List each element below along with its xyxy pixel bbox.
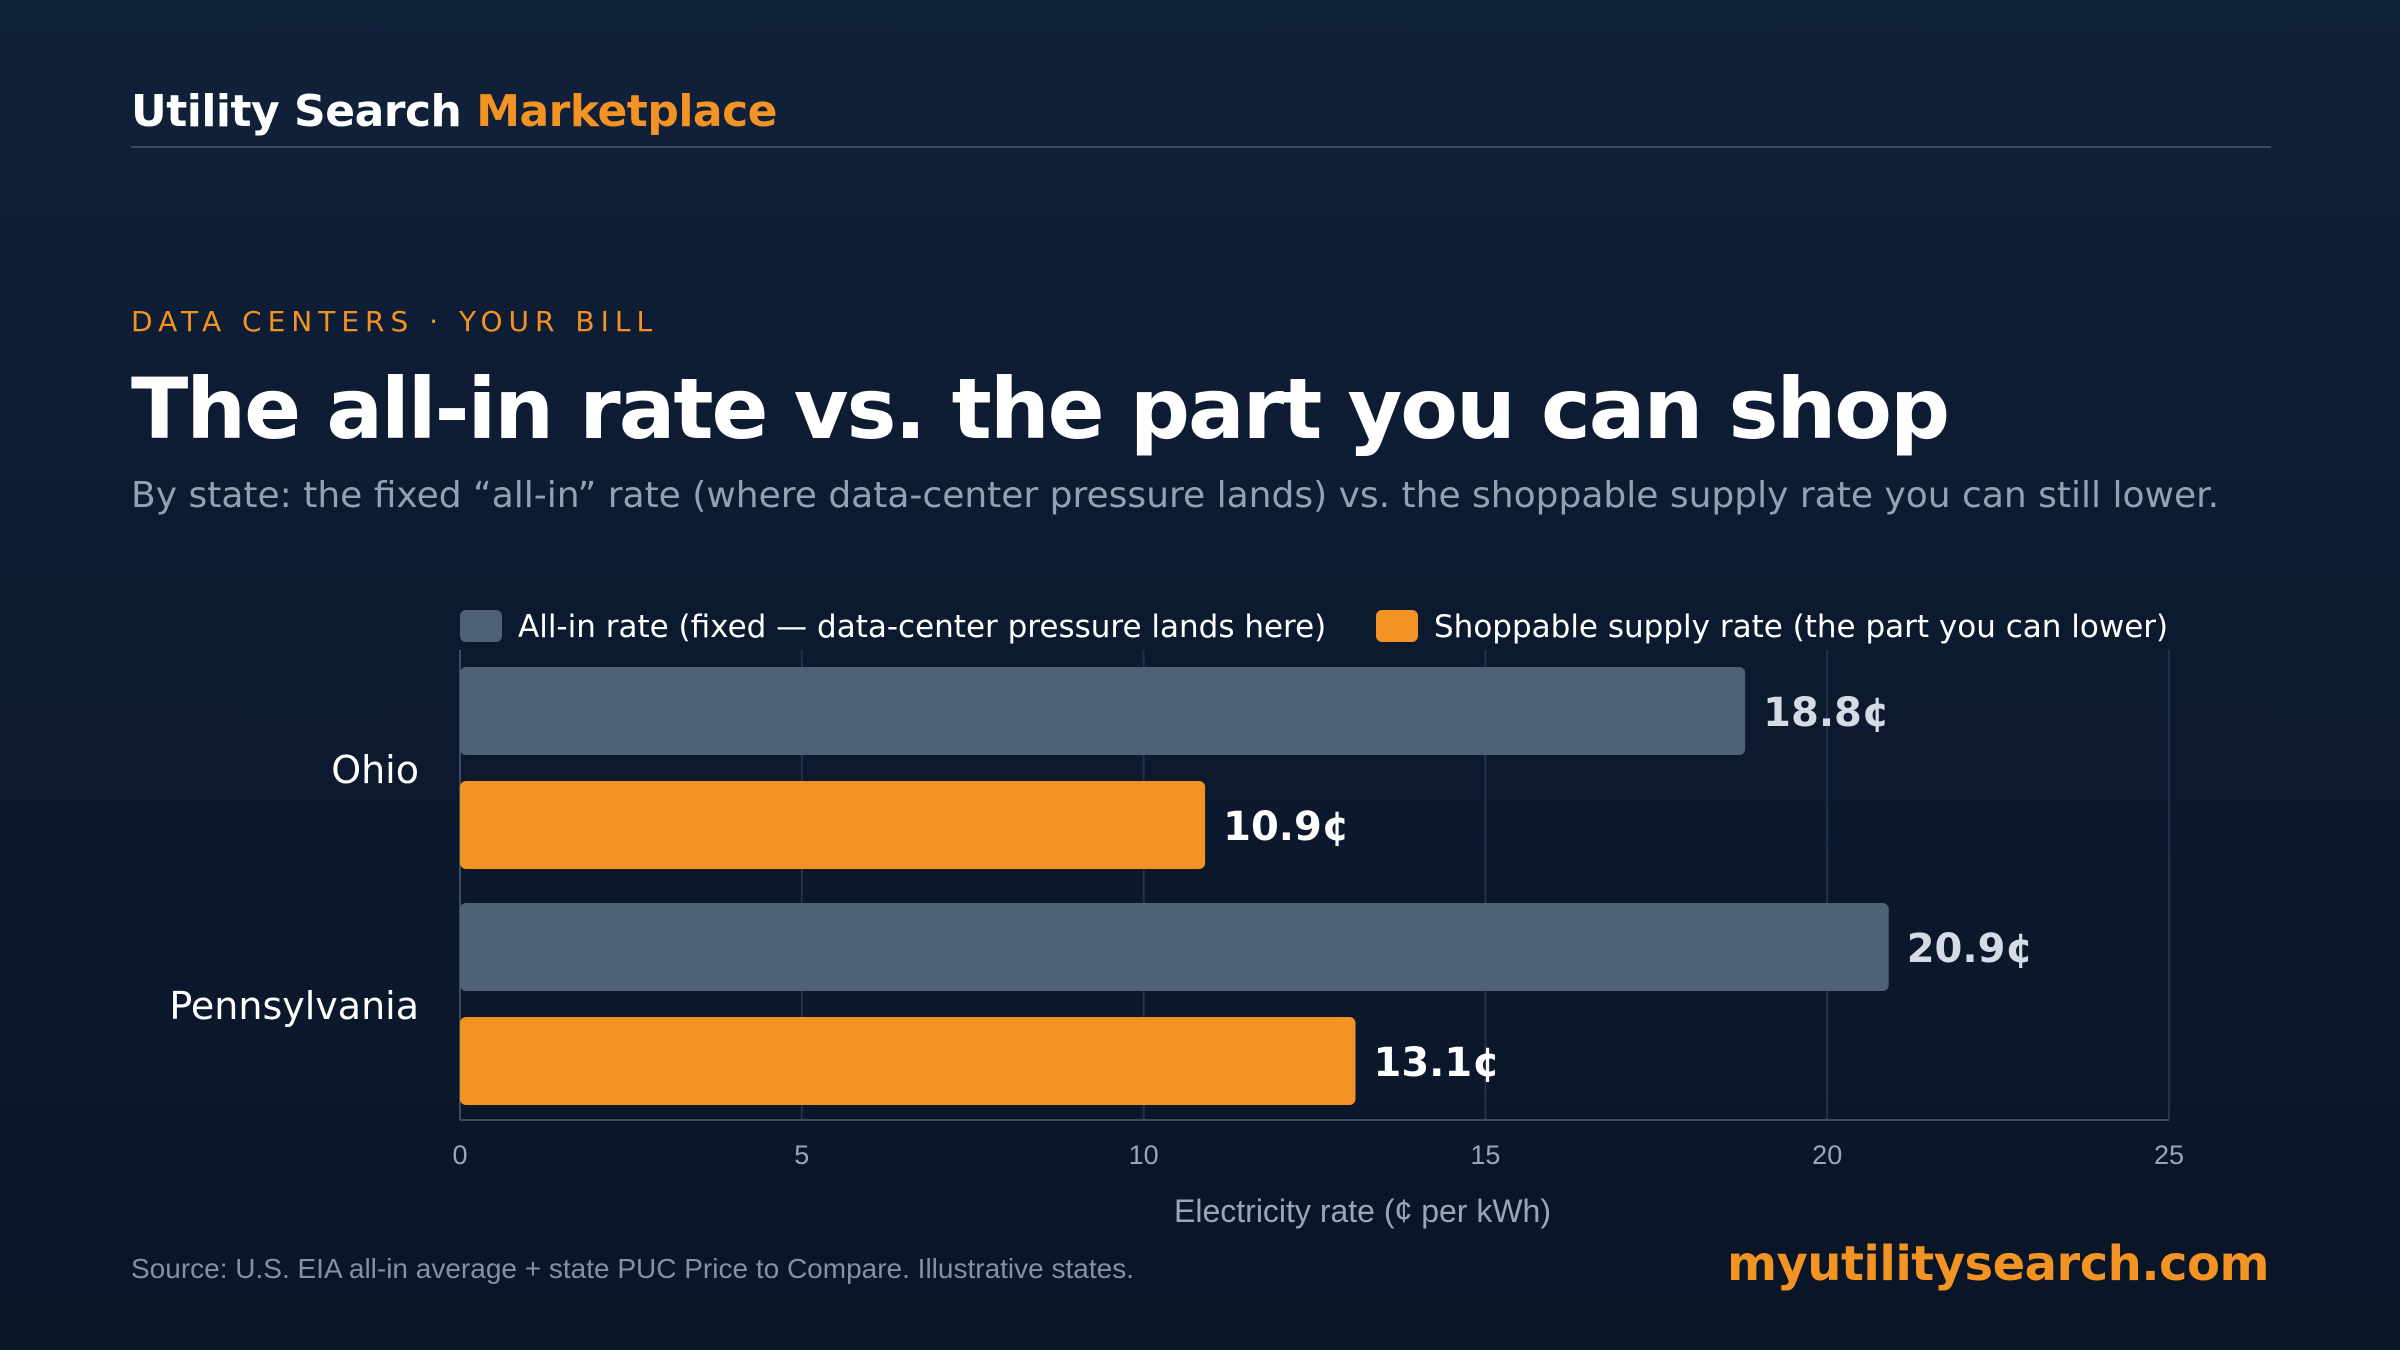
- brand-main: Utility Search: [131, 86, 462, 137]
- x-tick-label-20: 20: [1812, 1140, 1842, 1170]
- bar-pennsylvania-shoppable: [460, 1017, 1356, 1105]
- page-title: The all-in rate vs. the part you can sho…: [131, 360, 1950, 458]
- site-url: myutilitysearch.com: [1726, 1236, 2270, 1292]
- eyebrow-label: DATA CENTERS · YOUR BILL: [131, 305, 659, 338]
- legend-swatch-2: [1376, 610, 1418, 642]
- value-label-ohio-all-in: 18.8¢: [1763, 690, 1890, 736]
- category-label-ohio: Ohio: [331, 748, 419, 792]
- value-label-pennsylvania-all-in: 20.9¢: [1907, 926, 2034, 972]
- value-label-ohio-shoppable: 10.9¢: [1223, 804, 1350, 850]
- category-label-pennsylvania: Pennsylvania: [169, 984, 419, 1028]
- bar-pennsylvania-all-in: [460, 903, 1889, 991]
- x-axis-title: Electricity rate (¢ per kWh): [1174, 1193, 1551, 1229]
- page-subtitle: By state: the fixed “all-in” rate (where…: [131, 475, 2220, 516]
- x-tick-label-25: 25: [2154, 1140, 2184, 1170]
- x-tick-label-10: 10: [1129, 1140, 1159, 1170]
- x-tick-label-0: 0: [452, 1140, 467, 1170]
- bar-ohio-shoppable: [460, 781, 1206, 869]
- bar-ohio-all-in: [460, 667, 1746, 755]
- legend-entry-2: Shoppable supply rate (the part you can …: [1434, 609, 2168, 645]
- x-tick-label-5: 5: [794, 1140, 809, 1170]
- brand-logo: Utility Search Marketplace: [131, 86, 778, 137]
- source-note: Source: U.S. EIA all-in average + state …: [131, 1253, 1134, 1284]
- header-divider: [131, 146, 2271, 148]
- legend-swatch-1: [460, 610, 502, 642]
- value-label-pennsylvania-shoppable: 13.1¢: [1374, 1040, 1501, 1086]
- x-tick-label-15: 15: [1470, 1140, 1500, 1170]
- brand-accent: Marketplace: [476, 86, 778, 137]
- legend-entry-1: All-in rate (fixed — data-center pressur…: [518, 609, 1326, 645]
